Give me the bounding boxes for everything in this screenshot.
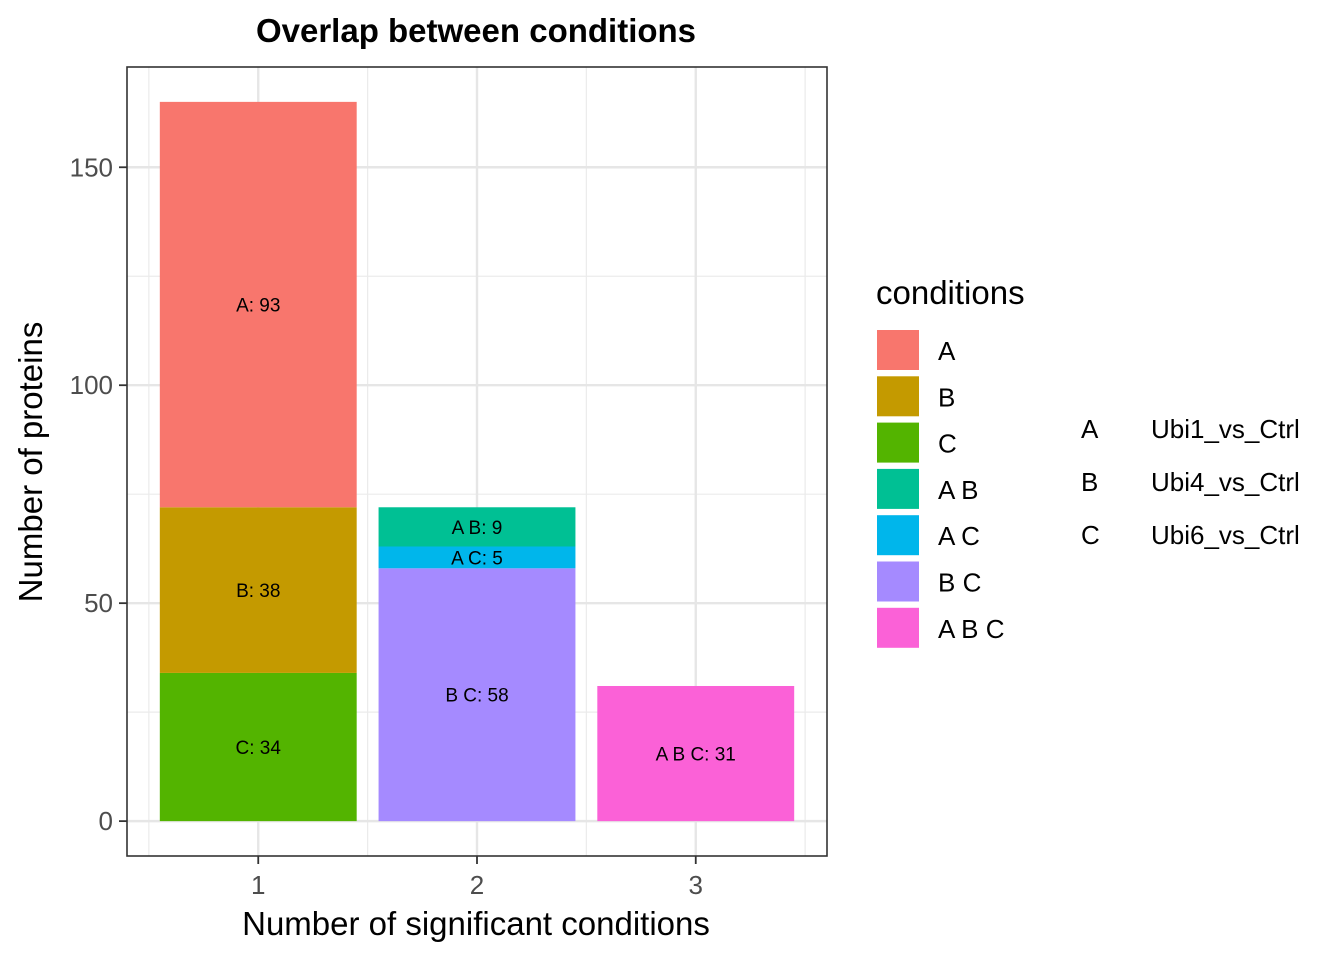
x-axis: 1 2 3 (251, 856, 703, 900)
legend-label: A (938, 336, 956, 366)
legend-swatch-c (877, 422, 919, 463)
x-tick-label: 3 (689, 870, 703, 900)
y-axis-label: Number of proteins (12, 322, 49, 603)
key-letter: A (1081, 414, 1099, 444)
bar-label: A C: 5 (451, 548, 503, 569)
legend-swatch-abc (877, 607, 919, 648)
legend-label: B (938, 382, 955, 412)
key-name: Ubi6_vs_Ctrl (1151, 520, 1300, 550)
legend-swatch-b (877, 376, 919, 417)
bar-label: B C: 58 (445, 686, 508, 707)
key-name: Ubi1_vs_Ctrl (1151, 414, 1300, 444)
bar-segment-ab-2 (378, 507, 576, 547)
bar-label: A B: 9 (452, 518, 503, 539)
bar-segment-a-1 (159, 101, 357, 508)
bar-labels: C: 34 B: 38 A: 93 B C: 58 A C: 5 A B: 9 A B C:… (236, 296, 736, 766)
condition-key: A Ubi1_vs_Ctrl B Ubi4_vs_Ctrl C Ubi6_vs_Ctrl (1081, 414, 1300, 550)
bar-label: A B C: 31 (656, 745, 736, 766)
legend: ABC A B A C B C A B C (877, 330, 1004, 648)
y-axis: 0 50 100 150 (70, 152, 127, 836)
legend-label: B C (938, 568, 981, 598)
legend-swatch-bc (877, 561, 919, 602)
bar-segment-bc-2 (378, 568, 576, 822)
legend-label: C (938, 429, 957, 459)
x-axis-label: Number of significant conditions (242, 905, 710, 942)
y-tick-label: 50 (84, 588, 113, 618)
x-tick-label: 1 (251, 870, 265, 900)
chart-title: Overlap between conditions (256, 12, 696, 49)
bar-label: C: 34 (236, 738, 282, 759)
legend-swatch-a (877, 330, 919, 370)
key-letter: C (1081, 520, 1100, 550)
bar-label: A: 93 (236, 296, 280, 317)
x-tick-label: 2 (470, 870, 484, 900)
bar-segment-ac-2 (378, 546, 576, 569)
bar-segment-abc-3 (597, 685, 795, 822)
y-tick-label: 0 (99, 806, 113, 836)
key-name: Ubi4_vs_Ctrl (1151, 467, 1300, 497)
key-letter: B (1081, 467, 1098, 497)
bar-label: B: 38 (236, 581, 280, 602)
bar-segments (159, 101, 795, 822)
y-tick-label: 150 (70, 152, 113, 182)
legend-label: A C (938, 521, 980, 551)
bar-segment-b-1 (159, 507, 357, 673)
y-tick-label: 100 (70, 370, 113, 400)
legend-label: A B C (938, 614, 1004, 644)
legend-title: conditions (876, 274, 1025, 311)
legend-label: A B (938, 475, 978, 505)
legend-swatch-ac (877, 515, 919, 556)
legend-swatch-ab (877, 468, 919, 509)
bar-segment-c-1 (159, 672, 357, 822)
